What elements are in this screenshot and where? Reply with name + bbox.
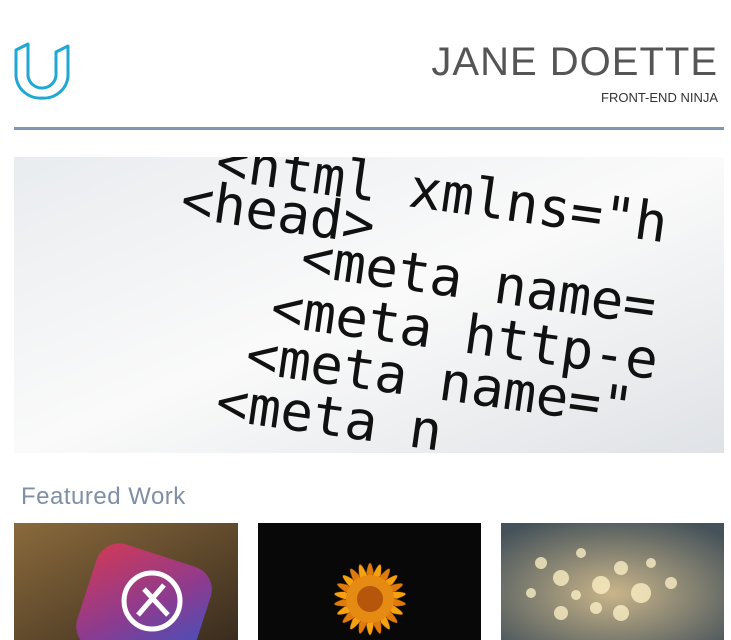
logo[interactable] bbox=[12, 42, 72, 102]
thumbnail[interactable] bbox=[14, 523, 238, 640]
thumbnail[interactable] bbox=[258, 523, 481, 640]
thumbnail[interactable] bbox=[501, 523, 724, 640]
divider bbox=[14, 127, 724, 130]
section-title: Featured Work bbox=[21, 483, 186, 510]
site-name: JANE DOETTE bbox=[431, 40, 718, 84]
hero-image: <html xmlns="h<head><meta name=<meta htt… bbox=[14, 157, 724, 453]
site-subtitle: FRONT-END NINJA bbox=[601, 90, 718, 105]
